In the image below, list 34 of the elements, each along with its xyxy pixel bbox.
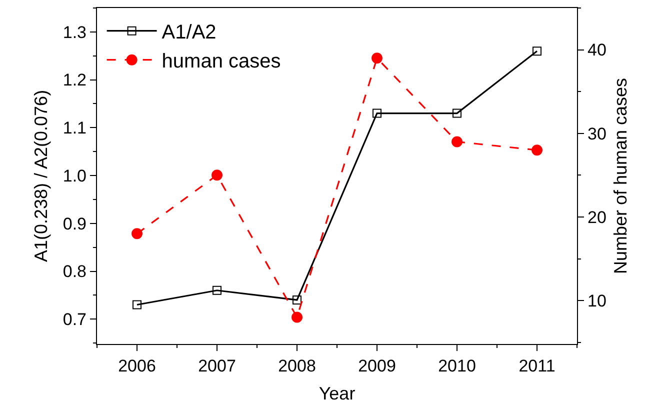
x-tick-label: 2006 <box>118 356 156 376</box>
point <box>372 108 382 118</box>
y-tick-label: 1.1 <box>62 118 86 138</box>
x-tick-label: 2007 <box>198 356 236 376</box>
y-tick-label: 0.7 <box>62 310 86 330</box>
y-axis-title: A1(0.238) / A2(0.076) <box>31 90 52 262</box>
y2-tick-label: 30 <box>588 124 606 144</box>
y-tick-label: 0.8 <box>62 262 86 282</box>
point <box>212 286 222 295</box>
point <box>132 300 142 310</box>
point <box>132 228 142 240</box>
point <box>212 170 222 181</box>
point <box>292 295 302 304</box>
y2-axis-title: Number of human cases <box>610 78 631 274</box>
y-tick-label: 1.0 <box>62 166 86 186</box>
point <box>292 312 302 323</box>
x-axis-title: Year <box>318 384 356 404</box>
point <box>372 52 382 64</box>
point <box>452 108 462 118</box>
point <box>532 144 542 156</box>
point <box>532 46 542 56</box>
point <box>452 136 462 148</box>
legend-label: human cases <box>162 50 281 73</box>
x-tick-label: 2010 <box>438 356 476 376</box>
y2-tick-label: 10 <box>588 291 606 310</box>
y2-tick-label: 20 <box>588 208 606 227</box>
x-tick-label: 2011 <box>518 356 556 376</box>
y-tick-label: 1.3 <box>62 22 86 42</box>
x-tick-label: 2009 <box>358 356 396 376</box>
legend-label: A1/A2 <box>162 22 216 44</box>
y-tick-label: 1.2 <box>62 70 86 90</box>
y2-tick-label: 40 <box>588 40 606 60</box>
x-tick-label: 2008 <box>278 356 316 376</box>
y-tick-label: 0.9 <box>62 214 86 234</box>
